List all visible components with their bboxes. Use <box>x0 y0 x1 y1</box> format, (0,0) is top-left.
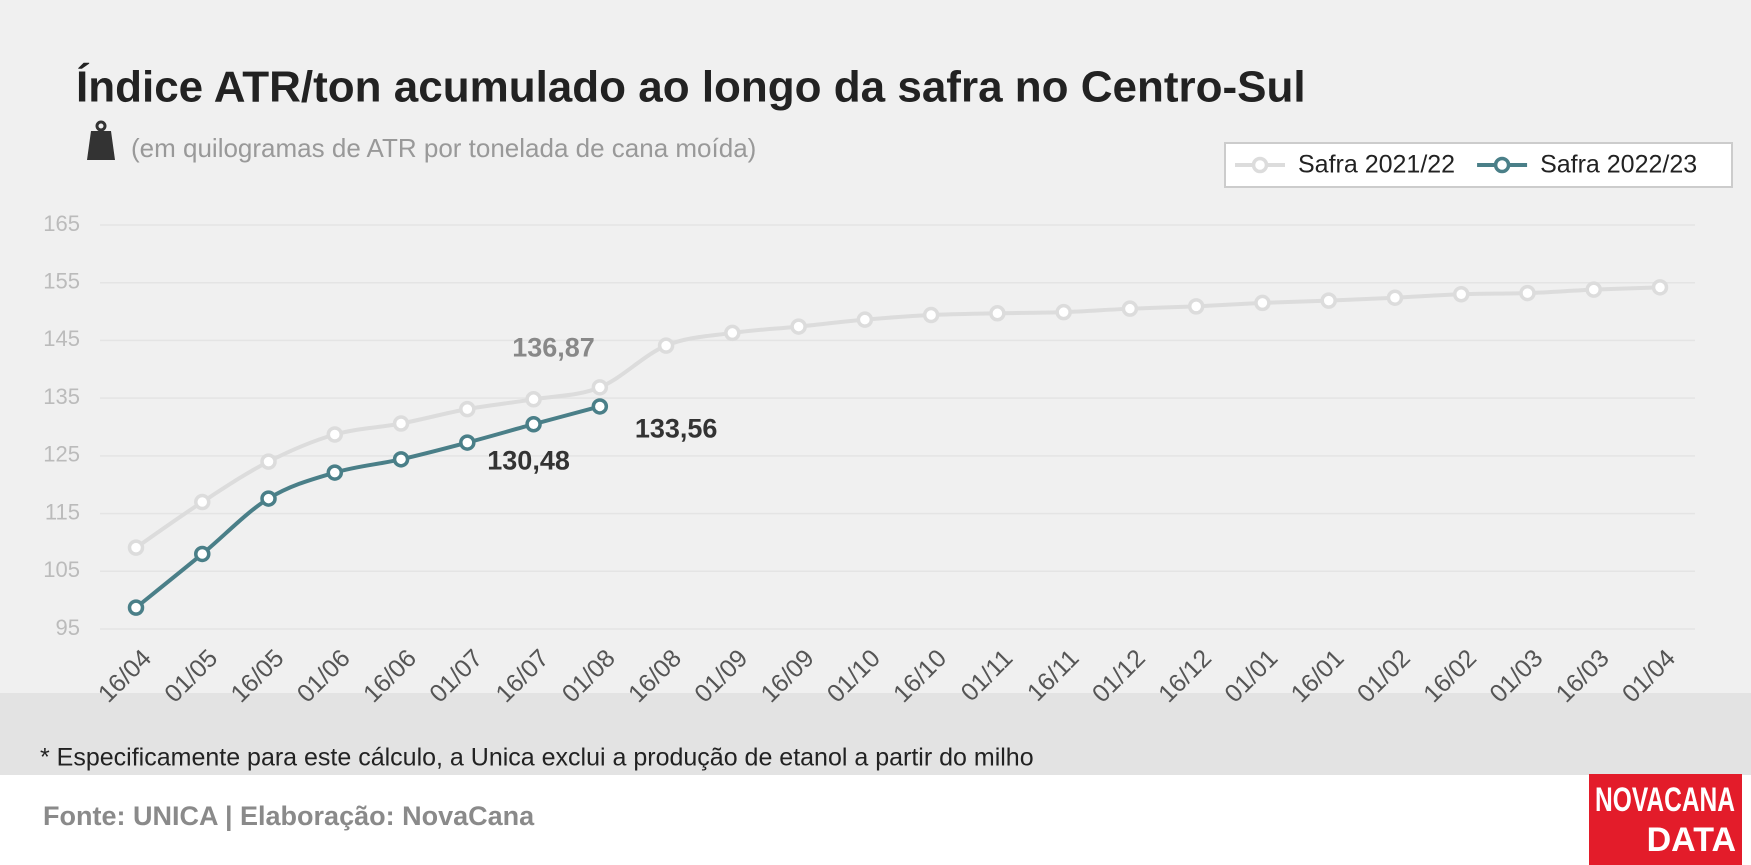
point <box>1386 289 1404 306</box>
point <box>127 599 145 616</box>
legend-label: Safra 2022/23 <box>1540 151 1697 179</box>
point <box>1651 279 1669 296</box>
point <box>1452 286 1470 303</box>
point <box>1320 292 1337 309</box>
point <box>525 391 542 408</box>
point <box>459 434 476 451</box>
point <box>459 400 476 418</box>
y-tick-label: 135 <box>43 384 80 409</box>
legend-label: Safra 2021/22 <box>1298 151 1455 179</box>
point <box>591 398 609 415</box>
chart-subtitle: (em quilogramas de ATR por tonelada de c… <box>131 133 756 163</box>
point <box>1585 281 1602 298</box>
y-tick-label: 95 <box>56 615 80 640</box>
logo-text: NOVACANA <box>1595 781 1735 819</box>
y-tick-label: 105 <box>43 557 80 582</box>
legend-marker <box>1493 156 1511 174</box>
point <box>1187 298 1205 315</box>
point <box>790 318 807 335</box>
value-label: 133,56 <box>635 414 718 444</box>
point <box>657 337 675 354</box>
point <box>194 545 211 563</box>
point <box>260 490 277 507</box>
point <box>1254 294 1271 312</box>
point <box>194 493 211 511</box>
y-tick-label: 155 <box>43 269 80 294</box>
footnote: * Especificamente para este cálculo, a U… <box>40 744 1034 772</box>
point <box>260 453 277 470</box>
value-label: 130,48 <box>487 445 570 475</box>
weight-icon <box>87 120 115 160</box>
point <box>856 311 874 328</box>
y-tick-label: 115 <box>45 499 80 524</box>
point <box>1121 300 1139 317</box>
chart-title: Índice ATR/ton acumulado ao longo da saf… <box>76 62 1306 112</box>
point <box>326 426 344 443</box>
source: Fonte: UNICA | Elaboração: NovaCana <box>43 801 535 831</box>
point <box>392 415 410 432</box>
footer-band <box>0 693 1751 775</box>
point <box>127 539 145 556</box>
value-label: 136,87 <box>512 332 595 362</box>
point <box>326 464 344 481</box>
logo-box <box>1589 774 1742 865</box>
y-tick-label: 165 <box>43 211 80 236</box>
point <box>724 324 741 342</box>
point <box>1055 303 1072 321</box>
point <box>989 305 1006 322</box>
point <box>525 415 542 433</box>
point <box>1519 284 1536 302</box>
y-tick-label: 125 <box>43 442 80 467</box>
logo-text: DATA <box>1647 821 1736 859</box>
background <box>0 0 1751 775</box>
y-tick-label: 145 <box>43 326 80 351</box>
legend-marker <box>1251 156 1269 174</box>
legend-box <box>1224 142 1733 188</box>
point <box>922 306 940 324</box>
point <box>591 379 609 396</box>
point <box>392 451 410 468</box>
